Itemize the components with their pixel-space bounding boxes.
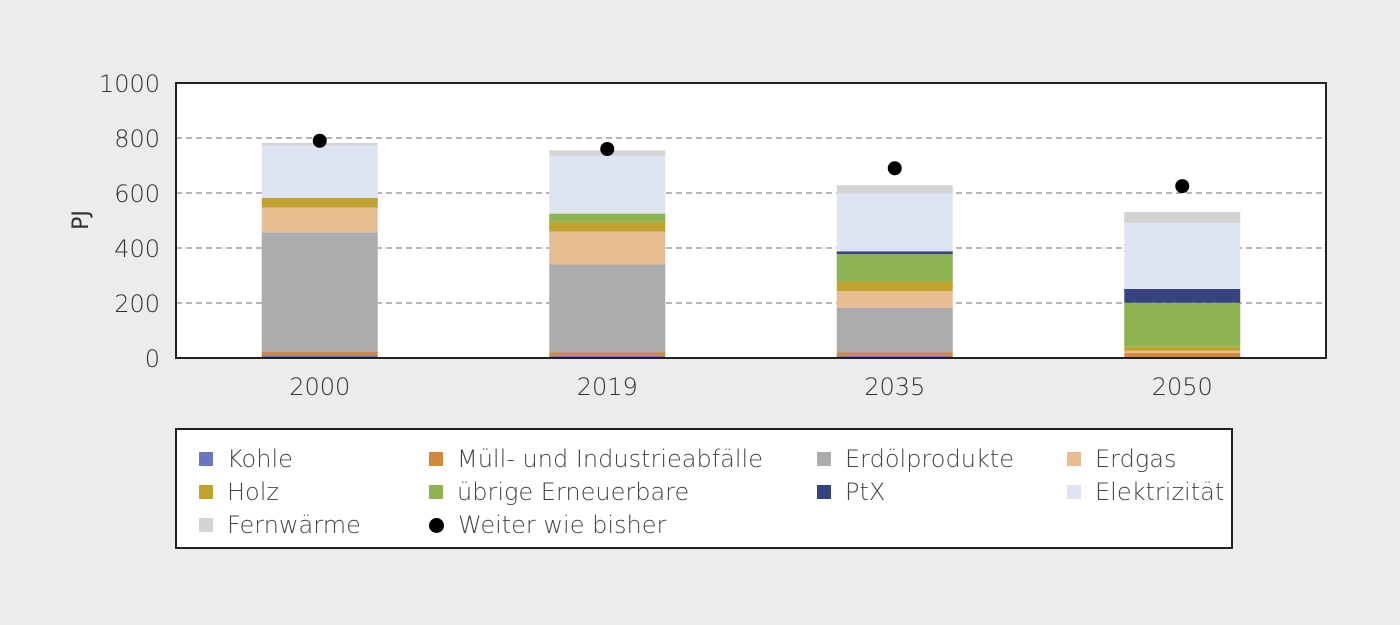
legend-label: PtX bbox=[845, 478, 886, 506]
bar-segment bbox=[836, 352, 953, 356]
bar-segment bbox=[549, 231, 666, 265]
ptx-swatch bbox=[817, 485, 831, 499]
bar-segment bbox=[836, 355, 953, 358]
x-axis-ticks: 2000 2019 2035 2050 bbox=[289, 373, 1213, 401]
marker-point bbox=[600, 142, 615, 156]
y-tick-label: 400 bbox=[114, 235, 160, 263]
legend: Kohle Müll- und Industrieabfälle Erdölpr… bbox=[175, 428, 1233, 549]
bar-segment bbox=[1124, 353, 1241, 358]
bar-segment bbox=[261, 355, 378, 358]
legend-item-uebrige-erneuerbare: übrige Erneuerbare bbox=[429, 477, 689, 507]
legend-item-elektrizitaet: Elektrizität bbox=[1067, 477, 1224, 507]
bar-segment bbox=[836, 281, 953, 292]
legend-label: Müll- und Industrieabfälle bbox=[457, 445, 763, 473]
marker-point bbox=[887, 161, 902, 176]
weiter-wie-bisher-marker-icon bbox=[429, 517, 444, 533]
legend-label: Holz bbox=[227, 478, 279, 506]
marker-point bbox=[1175, 179, 1190, 194]
bar-segment bbox=[1124, 222, 1241, 289]
bar-segment bbox=[836, 307, 953, 353]
bar-segment bbox=[549, 155, 666, 214]
bar-segment bbox=[549, 213, 666, 222]
bar-segment bbox=[261, 232, 378, 352]
bar-segment bbox=[549, 221, 666, 232]
bar-segment bbox=[261, 197, 378, 208]
y-tick-label: 600 bbox=[114, 180, 160, 208]
bar-segment bbox=[836, 185, 953, 194]
legend-item-holz: Holz bbox=[199, 477, 279, 507]
y-tick-label: 0 bbox=[145, 345, 160, 373]
bar-segment bbox=[549, 355, 666, 358]
bar-segment bbox=[836, 251, 953, 255]
bar-segment bbox=[1124, 350, 1241, 354]
bar-segment bbox=[1124, 211, 1241, 223]
erdoelprodukte-swatch bbox=[817, 452, 831, 466]
legend-label: Weiter wie bisher bbox=[458, 511, 667, 539]
y-tick-label: 200 bbox=[114, 290, 160, 318]
bar-segment bbox=[1124, 346, 1241, 351]
bar-segment bbox=[261, 207, 378, 233]
legend-label: übrige Erneuerbare bbox=[457, 478, 690, 506]
legend-label: Erdgas bbox=[1095, 445, 1177, 473]
bar-segment bbox=[836, 291, 953, 308]
x-tick-label: 2000 bbox=[289, 373, 350, 401]
legend-label: Erdölprodukte bbox=[845, 445, 1014, 473]
x-tick-label: 2035 bbox=[864, 373, 925, 401]
bar-segment bbox=[1124, 288, 1241, 303]
stacked-bar-chart: 0 200 400 600 800 1000 2000 2019 2035 2050 PJ bbox=[69, 70, 1327, 401]
fernwaerme-swatch bbox=[199, 518, 213, 532]
uebrige-erneuerbare-swatch bbox=[429, 485, 443, 499]
legend-label: Elektrizität bbox=[1095, 478, 1225, 506]
bar-segment bbox=[261, 351, 378, 356]
legend-label: Kohle bbox=[227, 445, 293, 473]
bar-segment bbox=[1124, 302, 1241, 347]
bar-segment bbox=[261, 145, 378, 198]
legend-item-muell: Müll- und Industrieabfälle bbox=[429, 444, 763, 474]
y-axis-title: PJ bbox=[69, 210, 94, 230]
plot-frame bbox=[175, 82, 1327, 359]
y-tick-label: 1000 bbox=[99, 70, 160, 98]
erdgas-swatch bbox=[1067, 452, 1081, 466]
muell-swatch bbox=[429, 452, 443, 466]
marker-point bbox=[312, 133, 327, 148]
legend-item-kohle: Kohle bbox=[199, 444, 293, 474]
markers bbox=[312, 133, 1190, 194]
bar-segment bbox=[836, 254, 953, 282]
x-tick-label: 2050 bbox=[1152, 373, 1213, 401]
x-tick-label: 2019 bbox=[577, 373, 638, 401]
legend-label: Fernwärme bbox=[227, 511, 361, 539]
elektrizitaet-swatch bbox=[1067, 485, 1081, 499]
y-axis-ticks: 0 200 400 600 800 1000 bbox=[99, 70, 160, 373]
bar-segment bbox=[836, 193, 953, 252]
holz-swatch bbox=[199, 485, 213, 499]
bars bbox=[261, 142, 1241, 358]
legend-item-fernwaerme: Fernwärme bbox=[199, 510, 361, 540]
y-tick-label: 800 bbox=[114, 125, 160, 153]
legend-item-weiter-wie-bisher: Weiter wie bisher bbox=[429, 510, 666, 540]
legend-item-erdoelprodukte: Erdölprodukte bbox=[817, 444, 1014, 474]
bar-segment bbox=[549, 264, 666, 353]
bar-segment bbox=[549, 352, 666, 356]
legend-item-ptx: PtX bbox=[817, 477, 885, 507]
legend-item-erdgas: Erdgas bbox=[1067, 444, 1176, 474]
kohle-swatch bbox=[199, 452, 213, 466]
